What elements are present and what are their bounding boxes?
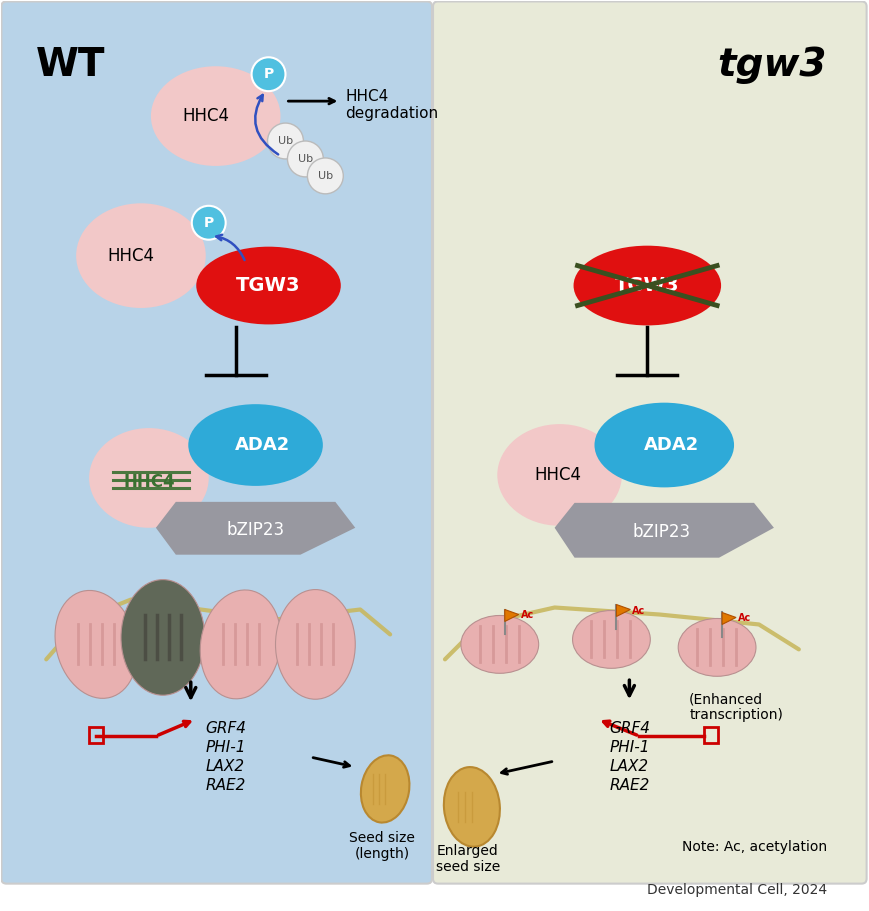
Circle shape [307,158,343,194]
Text: HHC4: HHC4 [123,473,175,491]
Text: transcription): transcription) [688,708,782,722]
Text: ADA2: ADA2 [643,436,698,454]
Text: WT: WT [36,46,106,85]
Text: HHC4: HHC4 [345,88,388,104]
Ellipse shape [89,428,209,527]
Ellipse shape [678,619,755,676]
Text: Ub: Ub [317,171,333,181]
Circle shape [268,123,303,159]
Text: Seed size: Seed size [348,831,415,844]
Polygon shape [156,502,355,555]
Text: ADA2: ADA2 [235,436,290,454]
Text: Note: Ac, acetylation: Note: Ac, acetylation [680,840,826,854]
Ellipse shape [443,767,500,846]
Ellipse shape [572,610,649,669]
Ellipse shape [573,246,720,325]
Ellipse shape [121,579,204,695]
Circle shape [251,57,285,91]
Text: PHI-1: PHI-1 [609,740,649,755]
Circle shape [287,141,323,177]
Polygon shape [504,609,518,621]
Text: seed size: seed size [435,860,500,874]
Ellipse shape [200,590,281,699]
Text: Enlarged: Enlarged [436,844,498,858]
Ellipse shape [594,403,733,487]
Bar [703,727,717,743]
Text: LAX2: LAX2 [205,759,244,774]
Text: TGW3: TGW3 [236,276,301,295]
Text: P: P [263,67,274,81]
Text: Ub: Ub [297,154,313,164]
Text: GRF4: GRF4 [205,722,247,736]
Text: LAX2: LAX2 [609,759,647,774]
Ellipse shape [188,404,322,486]
Text: Ac: Ac [737,613,751,623]
Text: RAE2: RAE2 [205,778,246,793]
Ellipse shape [461,616,538,673]
Text: (length): (length) [355,846,409,861]
Text: TGW3: TGW3 [614,276,679,295]
Text: tgw3: tgw3 [717,46,826,85]
Ellipse shape [275,589,355,700]
Text: Developmental Cell, 2024: Developmental Cell, 2024 [646,883,826,896]
Ellipse shape [361,755,409,823]
Circle shape [191,206,225,240]
Ellipse shape [196,247,341,324]
FancyBboxPatch shape [2,2,432,884]
Text: Ac: Ac [632,606,645,616]
Text: (Enhanced: (Enhanced [688,692,762,706]
Polygon shape [616,605,630,617]
Text: Ac: Ac [521,610,534,620]
Polygon shape [554,503,773,558]
Text: bZIP23: bZIP23 [632,523,689,541]
Polygon shape [721,612,735,624]
Ellipse shape [76,203,205,308]
Text: bZIP23: bZIP23 [226,521,284,538]
Text: HHC4: HHC4 [182,107,229,125]
Text: P: P [203,216,214,230]
Ellipse shape [150,67,280,166]
Text: HHC4: HHC4 [534,466,580,484]
Ellipse shape [55,590,137,699]
Text: degradation: degradation [345,106,438,120]
Bar [89,727,103,743]
Text: Ub: Ub [277,136,293,146]
Text: HHC4: HHC4 [108,247,155,264]
FancyBboxPatch shape [433,2,866,884]
Text: PHI-1: PHI-1 [205,740,246,755]
Ellipse shape [497,425,621,526]
Text: RAE2: RAE2 [609,778,649,793]
Text: GRF4: GRF4 [609,722,650,736]
